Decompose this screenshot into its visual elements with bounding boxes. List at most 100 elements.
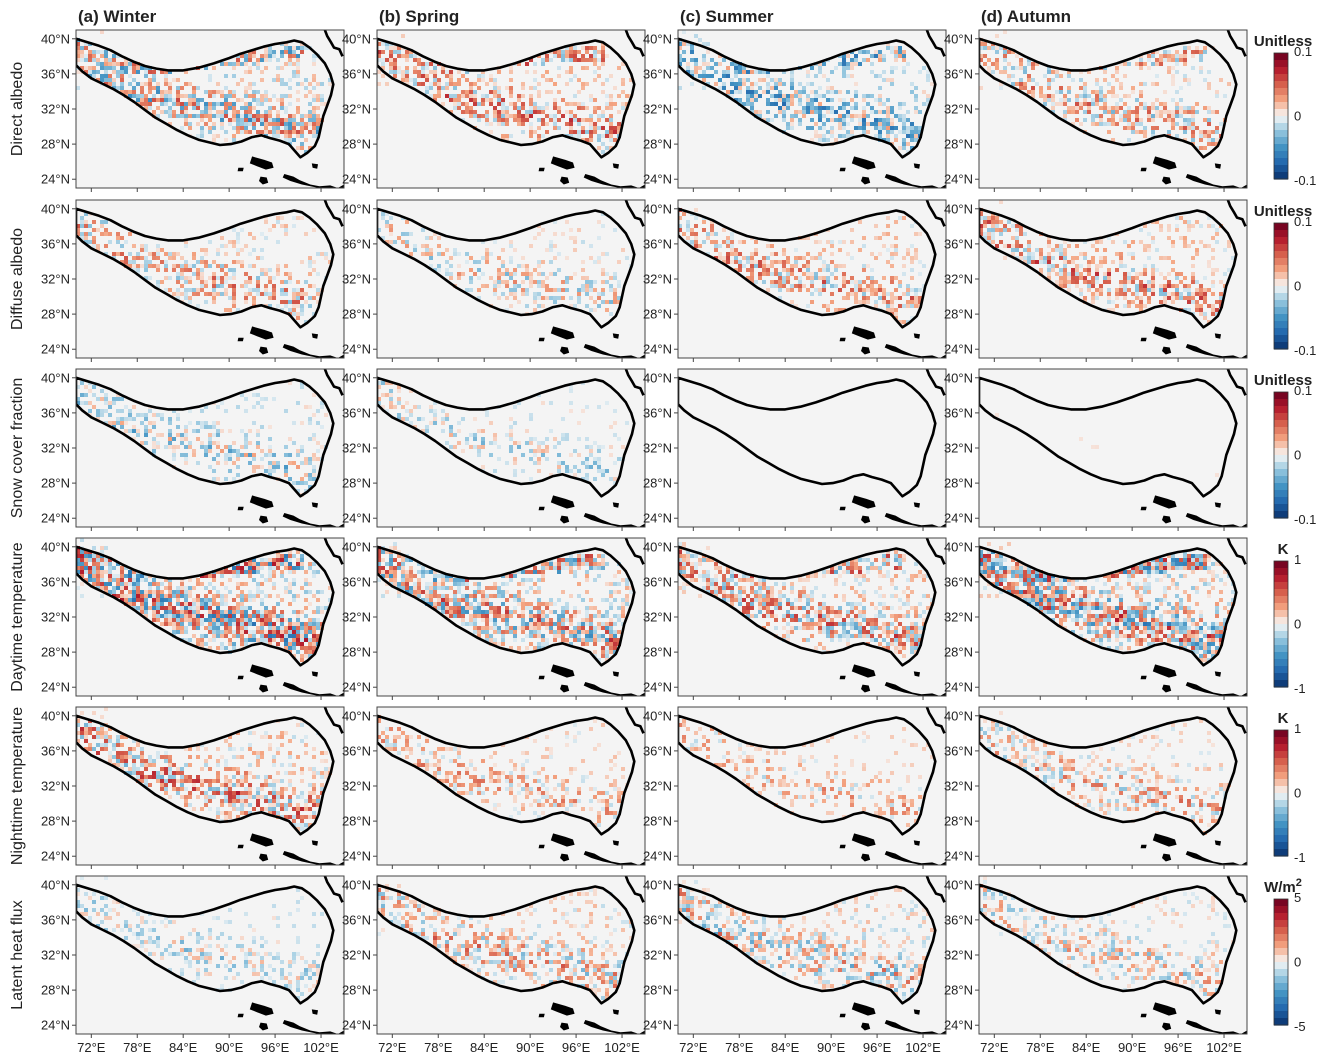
grid-cell	[477, 288, 481, 292]
grid-cell	[609, 284, 613, 288]
grid-cell	[204, 110, 208, 114]
colorbar-segment	[1274, 158, 1288, 166]
grid-cell	[782, 102, 786, 106]
grid-cell	[252, 264, 256, 268]
grid-cell	[80, 550, 84, 554]
grid-cell	[750, 252, 754, 256]
grid-cell	[128, 417, 132, 421]
grid-cell	[914, 138, 918, 142]
grid-cell	[248, 594, 252, 598]
grid-cell	[176, 425, 180, 429]
grid-cell	[1139, 66, 1143, 70]
grid-cell	[890, 50, 894, 54]
grid-cell	[806, 74, 810, 78]
grid-cell	[204, 284, 208, 288]
grid-cell	[220, 449, 224, 453]
grid-cell	[1027, 58, 1031, 62]
grid-cell	[790, 70, 794, 74]
grid-cell	[818, 70, 822, 74]
grid-cell	[252, 570, 256, 574]
grid-cell	[1023, 248, 1027, 252]
grid-cell	[1091, 284, 1095, 288]
grid-cell	[914, 292, 918, 296]
grid-cell	[96, 566, 100, 570]
grid-cell	[842, 98, 846, 102]
grid-cell	[746, 268, 750, 272]
grid-cell	[806, 70, 810, 74]
grid-cell	[1051, 256, 1055, 260]
grid-cell	[902, 146, 906, 150]
grid-cell	[312, 130, 316, 134]
grid-cell	[842, 58, 846, 62]
grid-cell	[1219, 292, 1223, 296]
grid-cell	[894, 46, 898, 50]
grid-cell	[100, 78, 104, 82]
grid-cell	[152, 578, 156, 582]
grid-cell	[481, 272, 485, 276]
grid-cell	[1003, 228, 1007, 232]
grid-cell	[862, 296, 866, 300]
grid-cell	[553, 106, 557, 110]
grid-cell	[196, 461, 200, 465]
grid-cell	[304, 473, 308, 477]
grid-cell	[738, 78, 742, 82]
grid-cell	[734, 256, 738, 260]
grid-cell	[497, 114, 501, 118]
grid-cell	[405, 70, 409, 74]
grid-cell	[798, 90, 802, 94]
grid-cell	[509, 102, 513, 106]
grid-cell	[224, 570, 228, 574]
grid-cell	[240, 453, 244, 457]
grid-cell	[1135, 304, 1139, 308]
grid-cell	[1199, 66, 1203, 70]
grid-cell	[995, 413, 999, 417]
grid-cell	[80, 594, 84, 598]
grid-cell	[1107, 308, 1111, 312]
grid-cell	[296, 489, 300, 493]
grid-cell	[248, 130, 252, 134]
grid-cell	[280, 570, 284, 574]
grid-cell	[585, 130, 589, 134]
grid-cell	[1119, 62, 1123, 66]
grid-cell	[1211, 130, 1215, 134]
grid-cell	[445, 413, 449, 417]
grid-cell	[1047, 82, 1051, 86]
grid-cell	[991, 62, 995, 66]
grid-cell	[1047, 86, 1051, 90]
grid-cell	[164, 598, 168, 602]
grid-cell	[609, 102, 613, 106]
grid-cell	[1167, 70, 1171, 74]
landmass-shape	[861, 176, 871, 185]
grid-cell	[1103, 106, 1107, 110]
grid-cell	[300, 260, 304, 264]
grid-cell	[1059, 284, 1063, 288]
grid-cell	[144, 102, 148, 106]
grid-cell	[790, 74, 794, 78]
grid-cell	[160, 94, 164, 98]
grid-cell	[682, 232, 686, 236]
grid-cell	[264, 54, 268, 58]
grid-cell	[184, 260, 188, 264]
grid-cell	[1075, 264, 1079, 268]
grid-cell	[906, 248, 910, 252]
grid-cell	[545, 130, 549, 134]
grid-cell	[1175, 62, 1179, 66]
grid-cell	[304, 481, 308, 485]
y-tick-label: 40°N	[643, 370, 672, 385]
grid-cell	[84, 570, 88, 574]
grid-cell	[260, 78, 264, 82]
grid-cell	[1091, 296, 1095, 300]
grid-cell	[597, 58, 601, 62]
grid-cell	[397, 54, 401, 58]
grid-cell	[184, 280, 188, 284]
grid-cell	[838, 114, 842, 118]
grid-cell	[1067, 272, 1071, 276]
grid-cell	[569, 118, 573, 122]
grid-cell	[1063, 284, 1067, 288]
grid-cell	[228, 62, 232, 66]
grid-cell	[1131, 268, 1135, 272]
grid-cell	[995, 34, 999, 38]
grid-cell	[537, 126, 541, 130]
grid-cell	[204, 66, 208, 70]
grid-cell	[148, 90, 152, 94]
